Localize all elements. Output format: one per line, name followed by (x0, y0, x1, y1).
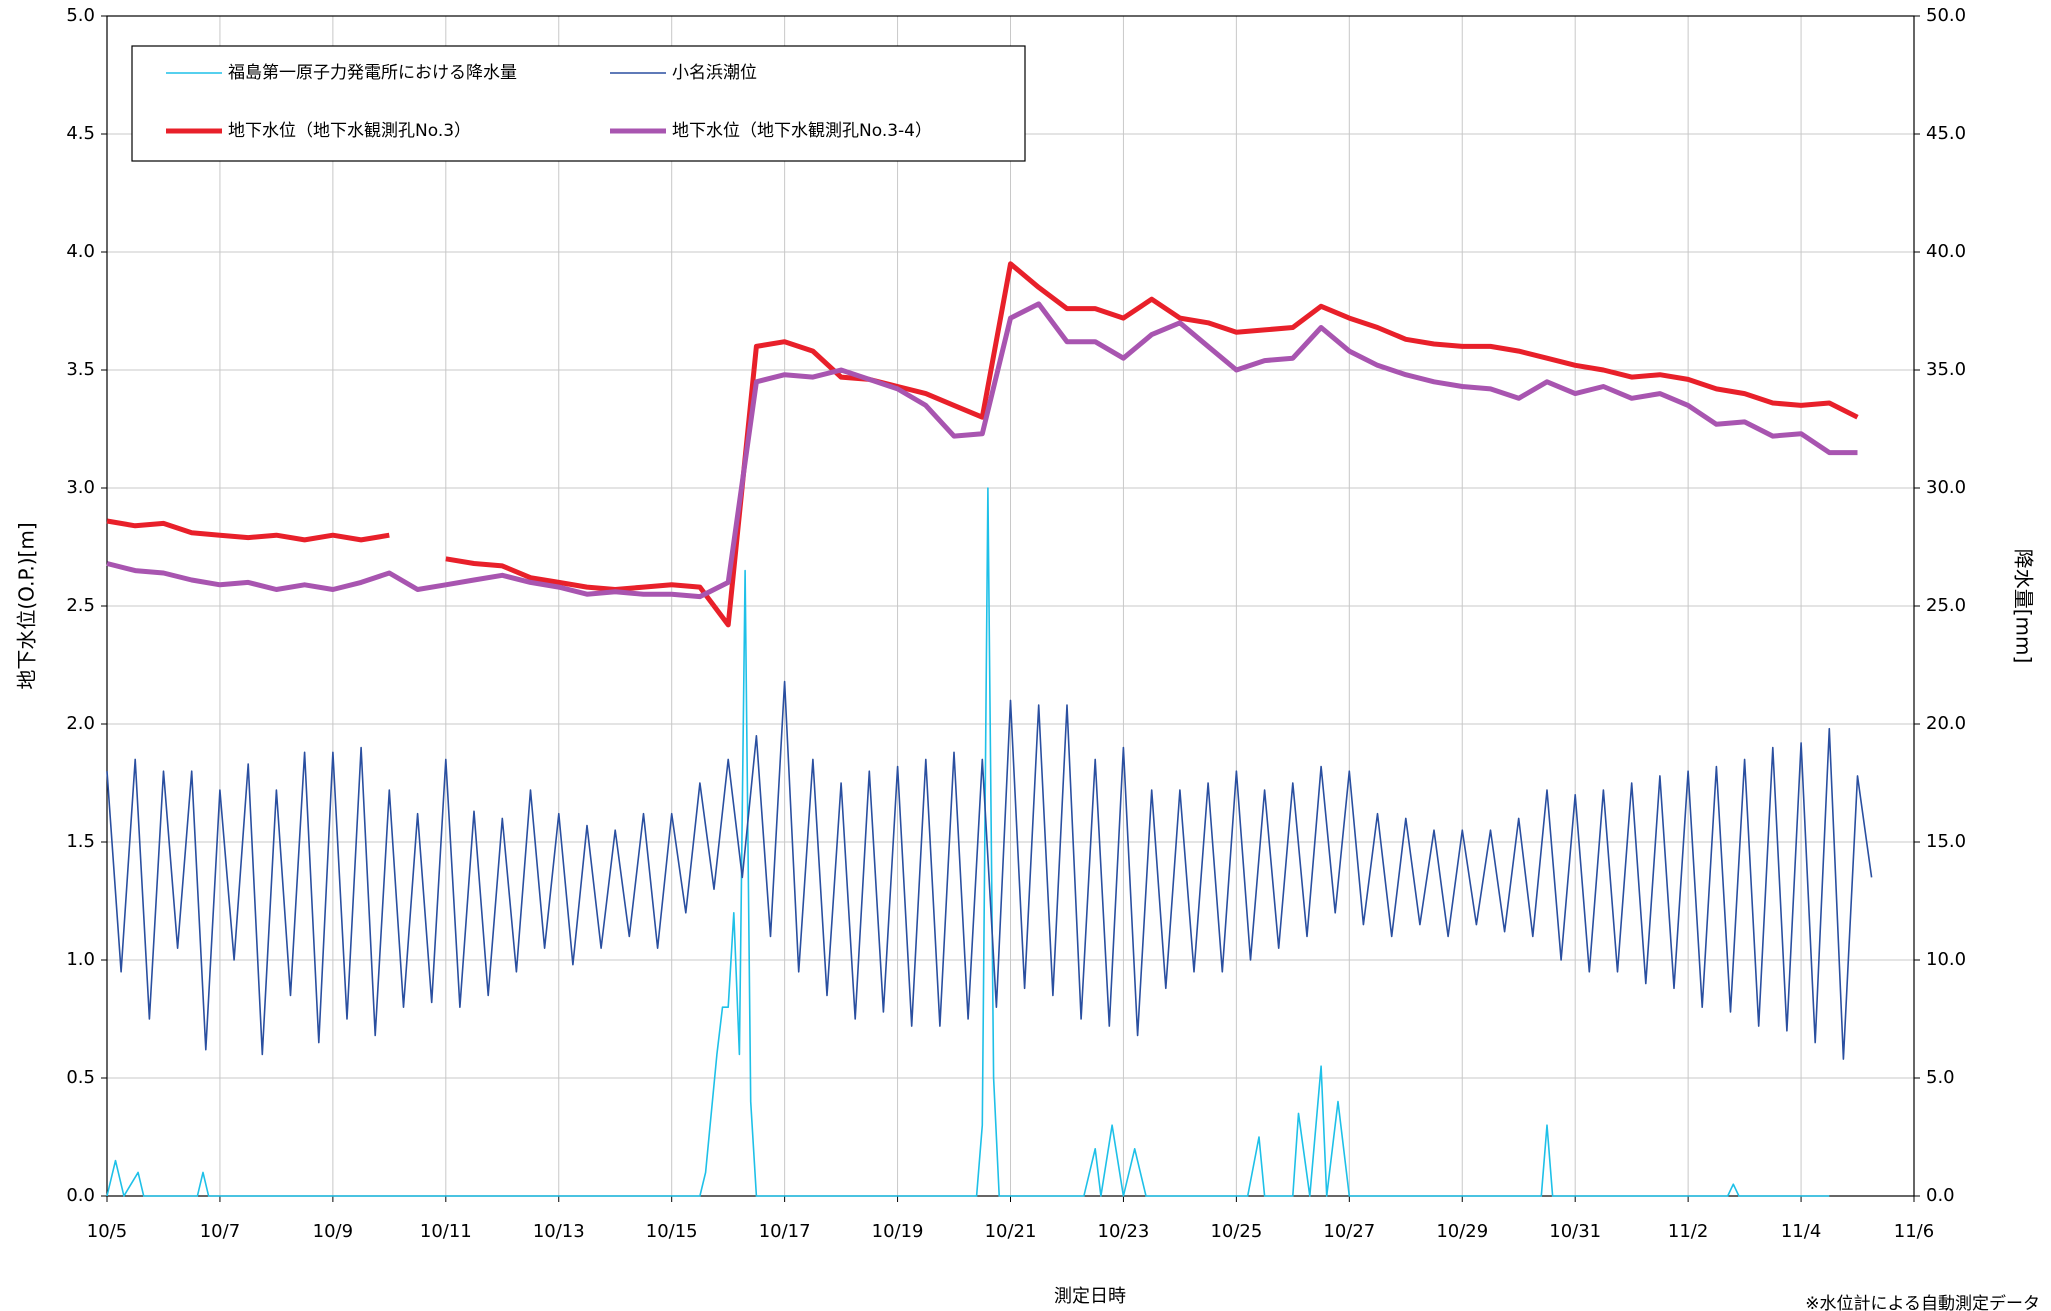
y2-tick-label: 30.0 (1926, 477, 1966, 498)
x-tick-label: 10/5 (87, 1221, 127, 1242)
y2-tick-label: 25.0 (1926, 595, 1966, 616)
y-tick-label: 1.0 (66, 949, 95, 970)
y2-axis-title: 降水量[mm] (2012, 549, 2036, 664)
y-tick-label: 3.5 (66, 359, 95, 380)
x-tick-label: 10/9 (313, 1221, 353, 1242)
y-tick-label: 4.5 (66, 123, 95, 144)
x-tick-label: 10/15 (646, 1221, 698, 1242)
legend-label: 小名浜潮位 (672, 63, 757, 83)
x-tick-label: 10/13 (533, 1221, 585, 1242)
y-tick-label: 2.5 (66, 595, 95, 616)
y2-tick-label: 40.0 (1926, 241, 1966, 262)
y2-tick-label: 0.0 (1926, 1185, 1955, 1206)
x-tick-label: 11/2 (1668, 1221, 1708, 1242)
x-tick-label: 10/17 (759, 1221, 811, 1242)
y-tick-label: 2.0 (66, 713, 95, 734)
x-tick-label: 10/29 (1436, 1221, 1488, 1242)
x-tick-label: 10/31 (1549, 1221, 1601, 1242)
y-axis-title: 地下水位(O.P.)[m] (15, 522, 39, 689)
y2-tick-label: 45.0 (1926, 123, 1966, 144)
y-tick-label: 0.0 (66, 1185, 95, 1206)
series-line (106, 487, 1830, 1197)
y2-tick-label: 35.0 (1926, 359, 1966, 380)
x-tick-label: 11/4 (1781, 1221, 1821, 1242)
y-tick-label: 0.5 (66, 1067, 95, 1088)
x-tick-label: 10/7 (200, 1221, 240, 1242)
x-tick-label: 10/27 (1323, 1221, 1375, 1242)
x-tick-label: 10/23 (1098, 1221, 1150, 1242)
x-tick-label: 11/6 (1894, 1221, 1934, 1242)
y2-tick-label: 15.0 (1926, 831, 1966, 852)
y-tick-label: 1.5 (66, 831, 95, 852)
y-tick-label: 4.0 (66, 241, 95, 262)
y2-tick-label: 10.0 (1926, 949, 1966, 970)
legend-label: 福島第一原子力発電所における降水量 (228, 63, 517, 83)
series-line (106, 680, 1873, 1060)
x-tick-label: 10/11 (420, 1221, 472, 1242)
footnote: ※水位計による自動測定データ (1805, 1293, 2040, 1311)
x-tick-label: 10/25 (1210, 1221, 1262, 1242)
y2-tick-label: 5.0 (1926, 1067, 1955, 1088)
legend-label: 地下水位（地下水観測孔No.3-4） (672, 121, 932, 141)
y2-tick-label: 50.0 (1926, 5, 1966, 26)
y-tick-label: 3.0 (66, 477, 95, 498)
legend-label: 地下水位（地下水観測孔No.3） (228, 121, 471, 141)
series-line (106, 301, 1858, 600)
x-axis-title: 測定日時 (1054, 1286, 1126, 1307)
x-tick-label: 10/19 (872, 1221, 924, 1242)
series-line (106, 261, 1859, 628)
legend-box (131, 45, 1026, 162)
y2-tick-label: 20.0 (1926, 713, 1966, 734)
y-tick-label: 5.0 (66, 5, 95, 26)
x-tick-label: 10/21 (985, 1221, 1037, 1242)
